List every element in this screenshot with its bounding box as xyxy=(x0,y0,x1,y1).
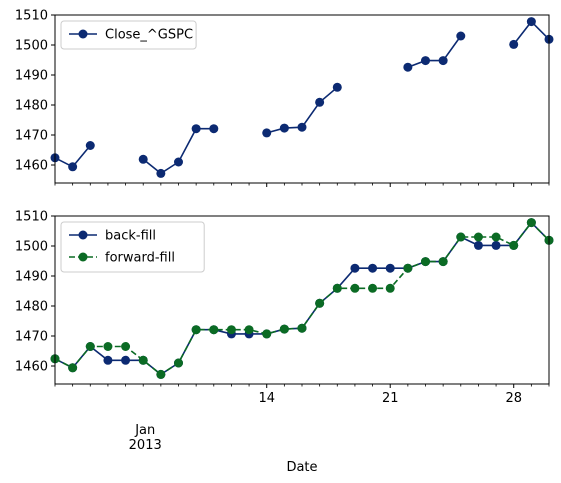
data-point xyxy=(209,124,219,134)
data-point xyxy=(473,240,483,250)
data-point xyxy=(350,263,360,273)
legend-marker xyxy=(78,29,88,39)
x-tick-label: 21 xyxy=(382,391,399,406)
y-tick-label: 1510 xyxy=(15,9,48,24)
y-tick-label: 1460 xyxy=(15,360,48,375)
data-point xyxy=(368,263,378,273)
data-point xyxy=(403,263,413,273)
y-tick-label: 1490 xyxy=(15,270,48,285)
data-point xyxy=(68,162,78,172)
panel-1: 1460 1470 1480 1490 1500 1510 Close_^GSPC xyxy=(15,9,554,187)
data-point xyxy=(456,232,466,242)
data-point xyxy=(226,325,236,335)
data-point xyxy=(279,324,289,334)
data-point xyxy=(368,283,378,293)
data-point xyxy=(138,154,148,164)
data-point xyxy=(421,56,430,66)
data-point xyxy=(509,39,519,49)
data-point xyxy=(385,283,395,293)
data-point xyxy=(191,124,201,134)
data-point xyxy=(138,355,148,365)
data-point xyxy=(297,323,307,333)
y-tick-label: 1500 xyxy=(15,39,48,54)
series-line xyxy=(407,35,462,68)
data-point xyxy=(262,329,272,339)
data-point xyxy=(385,263,395,273)
panel-2: 1460 1470 1480 1490 1500 1510 14 21 28 back-fill f… xyxy=(15,210,554,406)
legend-label: Close_^GSPC xyxy=(105,28,193,43)
y-tick-label: 1480 xyxy=(15,300,48,315)
y-tick-label: 1460 xyxy=(15,159,48,174)
data-point xyxy=(156,369,166,379)
data-point xyxy=(509,240,519,250)
data-point xyxy=(332,82,342,92)
data-point xyxy=(262,128,272,138)
legend-label: forward-fill xyxy=(105,251,175,266)
y-tick-label: 1510 xyxy=(15,210,48,225)
legend-box xyxy=(60,20,197,50)
data-point xyxy=(209,325,219,335)
data-point xyxy=(403,62,413,72)
legend-label: back-fill xyxy=(105,229,156,244)
data-point xyxy=(315,97,325,107)
legend: Close_^GSPC xyxy=(60,20,197,50)
data-point xyxy=(297,122,307,132)
x-axis-title: Date xyxy=(286,460,317,475)
y-tick-label: 1480 xyxy=(15,99,48,114)
legend-marker xyxy=(78,252,88,262)
series-line xyxy=(142,127,214,175)
axes-frame xyxy=(54,215,550,385)
y-tick-label: 1470 xyxy=(15,129,48,144)
data-point xyxy=(438,56,448,66)
data-point xyxy=(350,283,360,293)
data-point xyxy=(191,325,201,335)
legend-marker xyxy=(78,230,88,240)
data-point xyxy=(279,123,289,133)
data-point xyxy=(121,342,131,351)
data-point xyxy=(85,141,95,150)
data-point xyxy=(174,157,183,167)
y-tick-label: 1470 xyxy=(15,330,48,345)
data-point xyxy=(491,232,501,242)
data-point xyxy=(526,218,536,228)
x-tick-label: 28 xyxy=(505,391,522,406)
legend: back-fill forward-fill xyxy=(60,221,205,273)
data-point xyxy=(156,168,166,178)
series-forward-fill xyxy=(50,218,554,379)
data-point xyxy=(85,342,95,351)
data-point xyxy=(491,240,501,250)
data-point xyxy=(332,283,342,293)
data-point xyxy=(103,355,113,365)
data-point xyxy=(103,342,113,351)
data-point xyxy=(456,31,466,41)
data-point xyxy=(421,257,430,267)
data-point xyxy=(244,325,254,335)
data-point xyxy=(68,363,78,373)
x-month-label: 2013 xyxy=(129,438,162,453)
series-close-gspc xyxy=(50,17,554,178)
data-point xyxy=(174,358,183,368)
data-point xyxy=(438,257,448,267)
data-point xyxy=(315,298,325,308)
x-tick-label: 14 xyxy=(258,391,275,406)
y-tick-label: 1490 xyxy=(15,69,48,84)
data-point xyxy=(121,355,131,365)
y-tick-label: 1500 xyxy=(15,240,48,255)
data-point xyxy=(473,232,483,242)
x-month-label: Jan xyxy=(134,423,155,438)
axes-frame xyxy=(54,14,550,184)
data-point xyxy=(526,17,536,27)
